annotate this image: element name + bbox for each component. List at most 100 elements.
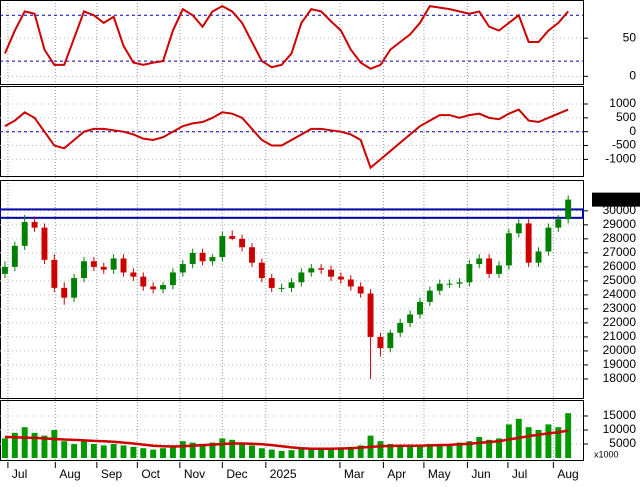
- volume-bar: [31, 432, 38, 459]
- y-tick-label: 19000: [603, 357, 637, 371]
- volume-ma: [4, 429, 569, 451]
- line: [4, 4, 569, 70]
- x-tick-label: Jul: [12, 467, 27, 481]
- y-tick-label: 18000: [603, 371, 637, 385]
- volume-bar: [298, 449, 305, 459]
- candle-body: [140, 276, 147, 287]
- y-tick-label: 22000: [603, 315, 637, 329]
- last-price-box: [592, 192, 640, 207]
- volume-bar: [288, 450, 295, 459]
- candle-body: [416, 301, 423, 315]
- candle-body: [328, 269, 334, 277]
- volume-bar: [130, 446, 137, 459]
- y-tick-label: 21000: [603, 329, 637, 343]
- volume-bar: [318, 449, 325, 459]
- volume-bar: [258, 448, 265, 459]
- x-tick-label: Aug: [557, 467, 578, 481]
- volume-bar: [486, 439, 493, 459]
- candle-body: [11, 245, 18, 267]
- volume-bar: [81, 441, 87, 459]
- volume-bar: [505, 424, 512, 459]
- candle-body: [41, 227, 48, 260]
- candle-body: [209, 257, 216, 262]
- resistance-zone: [0, 208, 584, 219]
- volume-bar: [426, 444, 433, 459]
- candle-body: [90, 261, 97, 267]
- y-tick-label: 25000: [603, 273, 637, 287]
- candle-body: [278, 287, 285, 289]
- candle-body: [476, 258, 483, 265]
- volume-bar: [525, 427, 532, 459]
- candle-body: [486, 258, 493, 274]
- x-tick-label: Dec: [226, 467, 247, 481]
- candle-body: [179, 264, 186, 273]
- x-tick-label: Jul: [512, 467, 527, 481]
- candle-body: [505, 233, 512, 266]
- volume-bar: [150, 449, 157, 459]
- x-tick-label: Sep: [101, 467, 123, 481]
- volume-bar: [229, 439, 236, 459]
- candle-body: [337, 276, 344, 280]
- candle-body: [189, 252, 196, 265]
- candle-body: [150, 286, 157, 290]
- panel-frame: [0, 0, 584, 85]
- volume-bar: [357, 445, 364, 459]
- volume-bar: [219, 438, 226, 459]
- candle-body: [347, 279, 354, 287]
- volume-bar: [199, 444, 206, 459]
- candle-body: [249, 247, 255, 263]
- candle-body: [535, 251, 542, 263]
- candle-body: [298, 272, 305, 283]
- candle-body: [377, 336, 384, 349]
- volume-bar: [446, 444, 453, 459]
- volume-bar: [51, 430, 58, 459]
- volume-bar: [239, 444, 246, 459]
- y-tick-label: -500: [612, 138, 636, 152]
- y-tick-label: 10000: [603, 422, 637, 436]
- volume-bar: [41, 435, 48, 459]
- candle-body: [81, 261, 87, 279]
- volume-bar: [496, 438, 502, 459]
- y-tick-label: -1000: [605, 152, 636, 166]
- y-tick-label: 1000: [609, 96, 636, 110]
- y-tick-label: 20000: [603, 343, 637, 357]
- candle-body: [436, 283, 443, 291]
- y-tick-label: 27000: [603, 245, 637, 259]
- candle-body: [130, 272, 137, 277]
- candle-body: [397, 322, 404, 333]
- volume-bar: [466, 441, 473, 459]
- candle-body: [525, 223, 532, 263]
- volume-bar: [377, 441, 384, 459]
- volume-bar: [189, 442, 196, 459]
- volume-bar: [545, 424, 552, 459]
- candle-body: [268, 278, 275, 288]
- last-price-label: 30800.00: [594, 194, 636, 205]
- candle-body: [219, 236, 226, 258]
- y-tick-label: 50: [623, 30, 637, 44]
- candle-body: [21, 222, 28, 246]
- unit-label: x1000: [594, 449, 619, 459]
- candle-body: [120, 258, 127, 273]
- x-tick-label: Mar: [344, 467, 365, 481]
- candle-body: [199, 252, 206, 262]
- candle-body: [61, 287, 68, 298]
- x-tick-label: May: [428, 467, 451, 481]
- volume-bar: [416, 445, 423, 459]
- x-tick-label: Apr: [387, 467, 406, 481]
- volume-bar: [555, 427, 562, 459]
- volume-bar: [90, 444, 97, 459]
- candle-body: [387, 332, 394, 349]
- x-tick-label: 2025: [270, 467, 297, 481]
- volume-bar: [249, 445, 255, 459]
- volume-bar: [169, 445, 176, 459]
- volume-bar: [1, 438, 8, 459]
- y-tick-label: 5000: [609, 436, 636, 450]
- candle-body: [407, 314, 414, 323]
- candle-body: [446, 283, 453, 285]
- y-tick-label: 29000: [603, 217, 637, 231]
- volume-bar: [456, 442, 463, 459]
- volume-bar: [71, 444, 78, 459]
- volume-bar: [328, 449, 334, 459]
- candle-body: [426, 290, 433, 302]
